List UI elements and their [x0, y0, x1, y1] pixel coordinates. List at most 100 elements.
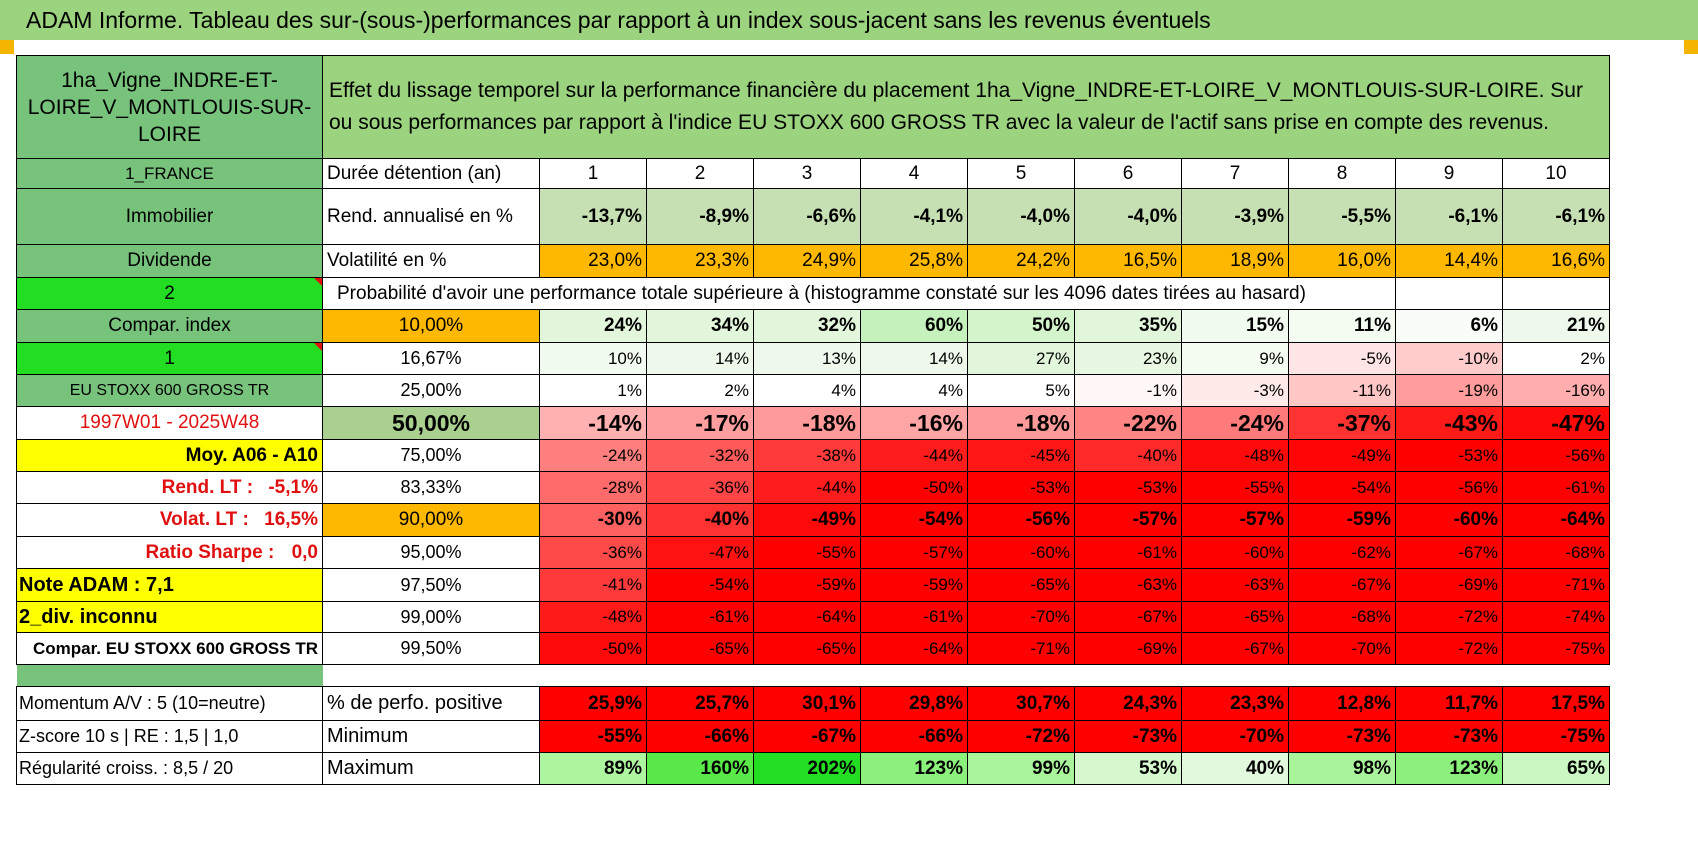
volat-lt: Volat. LT : 16,5% [16, 503, 323, 537]
rend-cell: -5,5% [1288, 188, 1396, 245]
quantile-cell: -1% [1074, 374, 1182, 407]
year-header: 6 [1074, 158, 1182, 189]
quantile-cell: -54% [1288, 471, 1396, 504]
quantile-cell: -50% [539, 632, 647, 665]
quantile-cell: -67% [1181, 632, 1289, 665]
performance-table: 1ha_Vigne_INDRE-ET-LOIRE_V_MONTLOUIS-SUR… [16, 55, 1610, 785]
zscore-label: Z-score 10 s | RE : 1,5 | 1,0 [16, 720, 323, 753]
vol-cell: 18,9% [1181, 244, 1289, 278]
category-label: Immobilier [16, 188, 323, 245]
stat-cell: -72% [967, 720, 1075, 753]
quantile-cell: -70% [1288, 632, 1396, 665]
stat-cell: 123% [860, 752, 968, 785]
vol-cell: 16,6% [1502, 244, 1610, 278]
quantile-cell: 21% [1502, 309, 1610, 343]
quantile-cell: -57% [860, 536, 968, 569]
quantile-row: 2_div. inconnu 99,00% -48% -61% -64% -61… [16, 601, 1610, 633]
quantile-cell: 11% [1288, 309, 1396, 343]
quantile-row: Compar. index 10,00% 24% 34% 32% 60% 50%… [16, 309, 1610, 343]
description-text: Effet du lissage temporel sur la perform… [322, 55, 1610, 159]
quantile-label: 99,50% [322, 632, 540, 665]
quantile-cell: 2% [1502, 342, 1610, 375]
rend-cell: -4,0% [1074, 188, 1182, 245]
quantile-cell: 4% [753, 374, 861, 407]
vol-cell: 25,8% [860, 244, 968, 278]
quantile-cell: -56% [1395, 471, 1503, 504]
quantile-cell: -65% [1181, 601, 1289, 633]
report-title: ADAM Informe. Tableau des sur-(sous-)per… [0, 0, 1698, 40]
rend-label: Rend. annualisé en % [322, 188, 540, 245]
quantile-cell: -68% [1288, 601, 1396, 633]
corner-marker-left [0, 40, 14, 54]
rend-cell: -4,0% [967, 188, 1075, 245]
prob-header-label: Probabilité d'avoir une performance tota… [337, 282, 1306, 304]
quantile-row: 1 16,67% 10% 14% 13% 14% 27% 23% 9% -5% … [16, 342, 1610, 375]
volat-lt-label: Volat. LT : [159, 509, 249, 530]
year-header: 10 [1502, 158, 1610, 189]
regularity-label: Régularité croiss. : 8,5 / 20 [16, 752, 323, 785]
quantile-cell: -64% [860, 632, 968, 665]
stat-cell: 23,3% [1181, 686, 1289, 721]
compar-index-value: 1 [16, 342, 323, 375]
quantile-cell: -47% [1502, 406, 1610, 440]
quantile-cell: -59% [1288, 503, 1396, 537]
stat-cell: 24,3% [1074, 686, 1182, 721]
rend-cell: -4,1% [860, 188, 968, 245]
quantile-cell: -55% [753, 536, 861, 569]
stat-cell: -66% [646, 720, 754, 753]
moy-label: Moy. A06 - A10 [16, 439, 323, 472]
stat-cell: 30,1% [753, 686, 861, 721]
vol-cell: 14,4% [1395, 244, 1503, 278]
quantile-cell: 6% [1395, 309, 1503, 343]
quantile-cell: -18% [967, 406, 1075, 440]
stat-cell: 25,9% [539, 686, 647, 721]
quantile-label: 83,33% [322, 471, 540, 504]
period-label: 1997W01 - 2025W48 [16, 406, 323, 440]
sharpe-label: Ratio Sharpe : [145, 541, 275, 563]
year-header: 9 [1395, 158, 1503, 189]
quantile-cell: -19% [1395, 374, 1503, 407]
quantile-cell: 14% [860, 342, 968, 375]
quantile-cell: 5% [967, 374, 1075, 407]
quantile-cell: -68% [1502, 536, 1610, 569]
sharpe: Ratio Sharpe : 0,0 [16, 536, 323, 569]
rend-lt-value: -5,1% [268, 476, 318, 498]
corner-marker-right [1684, 40, 1698, 54]
quantile-cell: 15% [1181, 309, 1289, 343]
quantile-cell: 2% [646, 374, 754, 407]
quantile-label: 99,00% [322, 601, 540, 633]
quantile-cell: -59% [753, 568, 861, 602]
quantile-cell: 34% [646, 309, 754, 343]
quantile-cell: -10% [1395, 342, 1503, 375]
rend-lt: Rend. LT : -5,1% [16, 471, 323, 504]
quantile-cell: -5% [1288, 342, 1396, 375]
duration-label: Durée détention (an) [322, 158, 540, 189]
dividend-label: Dividende [16, 244, 323, 278]
stat-label: % de perfo. positive [322, 686, 540, 721]
quantile-cell: 50% [967, 309, 1075, 343]
vol-cell: 16,5% [1074, 244, 1182, 278]
quantile-cell: -67% [1288, 568, 1396, 602]
quantile-cell: -70% [967, 601, 1075, 633]
stat-cell: 89% [539, 752, 647, 785]
quantile-cell: -3% [1181, 374, 1289, 407]
sharpe-value: 0,0 [291, 541, 318, 563]
stat-cell: 12,8% [1288, 686, 1396, 721]
stat-cell: 29,8% [860, 686, 968, 721]
quantile-cell: -59% [860, 568, 968, 602]
year-header: 2 [646, 158, 754, 189]
stat-label: Maximum [322, 752, 540, 785]
vol-cell: 16,0% [1288, 244, 1396, 278]
quantile-cell: 32% [753, 309, 861, 343]
quantile-cell: 10% [539, 342, 647, 375]
quantile-cell: -60% [1395, 503, 1503, 537]
quantile-cell: 9% [1181, 342, 1289, 375]
year-header: 1 [539, 158, 647, 189]
compar-full-label: Compar. EU STOXX 600 GROSS TR [16, 632, 323, 665]
year-header: 4 [860, 158, 968, 189]
quantile-cell: 1% [539, 374, 647, 407]
quantile-cell: -69% [1395, 568, 1503, 602]
stat-cell: 53% [1074, 752, 1182, 785]
stat-cell: 30,7% [967, 686, 1075, 721]
quantile-row: Moy. A06 - A10 75,00% -24% -32% -38% -44… [16, 439, 1610, 472]
